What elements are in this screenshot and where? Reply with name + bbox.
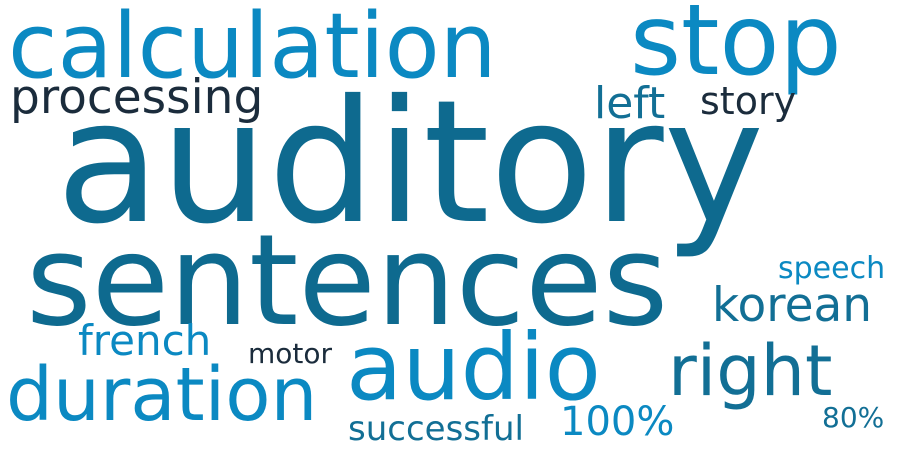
word-korean: korean <box>712 278 873 333</box>
word-french: french <box>78 316 212 365</box>
word-processing: processing <box>10 70 264 125</box>
word-left: left <box>594 78 666 129</box>
word-80-percent: 80% <box>822 401 885 434</box>
word-sentences: sentences <box>26 207 669 354</box>
word-duration: duration <box>6 352 318 438</box>
word-auditory: auditory <box>56 64 765 262</box>
word-calculation: calculation <box>8 0 497 99</box>
word-right: right <box>668 330 833 412</box>
word-successful: successful <box>348 409 524 449</box>
word-stop: stop <box>630 0 842 98</box>
word-motor: motor <box>248 337 333 370</box>
word-speech: speech <box>778 251 886 286</box>
word-audio: audio <box>346 314 601 421</box>
word-100-percent: 100% <box>560 399 675 445</box>
word-story: story <box>700 79 797 123</box>
